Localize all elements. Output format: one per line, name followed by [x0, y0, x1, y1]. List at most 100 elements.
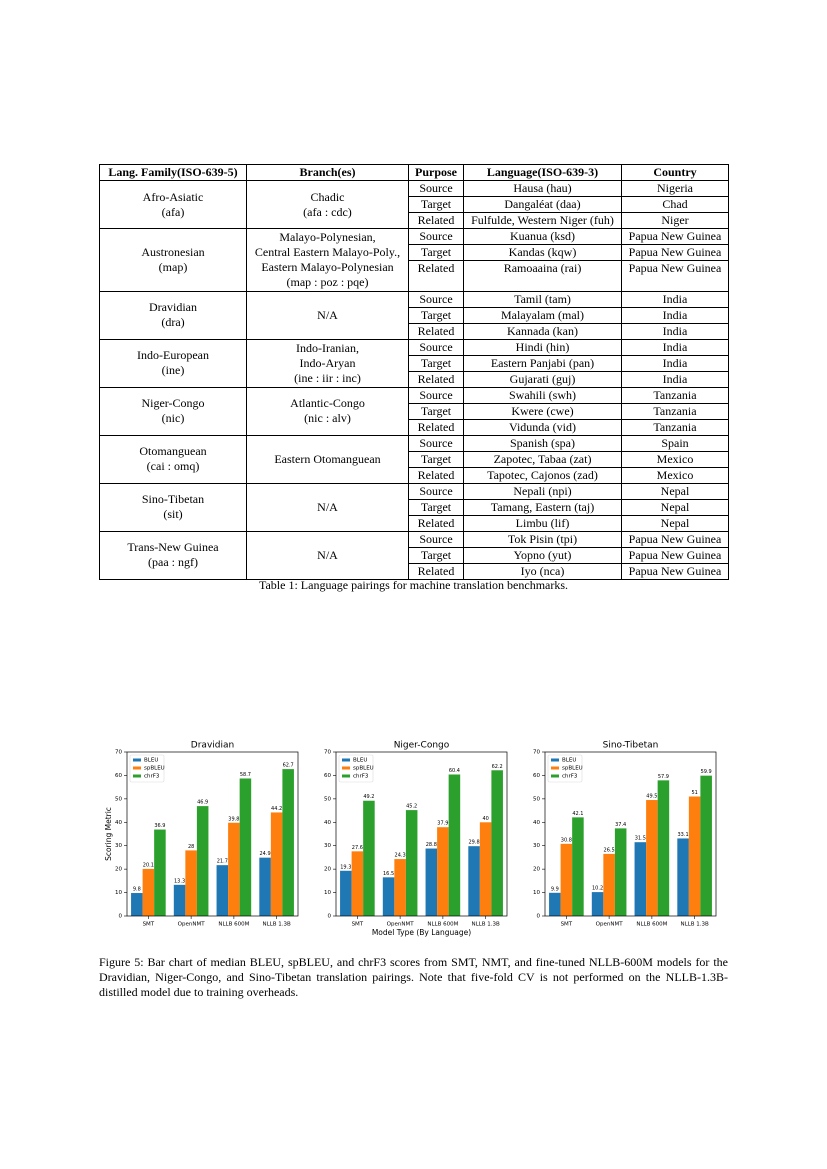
value-label: 44.2	[271, 806, 282, 812]
chart-title: Dravidian	[191, 741, 234, 751]
table-row: Target Zapotec, Tabaa (zat) Mexico	[100, 450, 729, 468]
plot-frame	[335, 751, 508, 917]
y-tick-label: 30	[115, 843, 122, 849]
legend-swatch	[342, 766, 350, 770]
value-label: 37.4	[615, 822, 626, 828]
branch-text: Eastern Otomanguean	[274, 451, 381, 466]
purpose-cell: Source	[408, 386, 464, 404]
value-label: 57.9	[658, 774, 669, 780]
column-header: Language(ISO-639-3)	[463, 164, 622, 181]
value-label: 26.5	[604, 847, 615, 853]
family-text: (cai : omq)	[146, 459, 200, 474]
x-tick-label: SMT	[561, 922, 573, 928]
value-label: 45.2	[406, 804, 417, 810]
purpose-cell: Target	[408, 244, 464, 261]
bar	[142, 868, 155, 916]
family-cell: Niger-Congo (nic)	[99, 386, 247, 436]
y-tick-label: 60	[533, 773, 540, 779]
legend-label: spBLEU	[562, 766, 583, 772]
country-cell: India	[621, 338, 729, 356]
value-label: 16.5	[383, 871, 394, 877]
value-label: 46.9	[197, 800, 208, 806]
x-tick-label: NLLB 600M	[636, 922, 667, 928]
table-row: Related Gujarati (guj) India	[100, 370, 729, 388]
bar	[382, 877, 395, 916]
bar	[448, 774, 461, 916]
branch-text: Atlantic-Congo	[290, 396, 365, 411]
purpose-cell: Source	[408, 290, 464, 308]
column-header: Lang. Family(ISO-639-5)	[99, 164, 247, 181]
y-tick-label: 50	[324, 796, 331, 802]
purpose-cell: Source	[408, 180, 464, 197]
chart-title: Sino-Tibetan	[603, 741, 659, 751]
legend-swatch	[551, 758, 559, 762]
country-cell: Nigeria	[621, 180, 729, 197]
purpose-cell: Related	[408, 466, 464, 484]
legend-label: chrF3	[144, 774, 160, 780]
legend-label: BLEU	[562, 758, 576, 764]
x-axis-label: Model Type (By Language)	[372, 928, 471, 937]
bar	[614, 828, 627, 916]
x-tick-label: NLLB 600M	[218, 922, 249, 928]
purpose-cell: Target	[408, 402, 464, 420]
bar	[131, 893, 143, 916]
country-cell: Papua New Guinea	[621, 546, 729, 564]
value-label: 13.3	[174, 878, 185, 884]
family-cell: Trans-New Guinea (paa : ngf)	[99, 530, 247, 580]
bar	[394, 859, 406, 916]
country-cell: India	[621, 306, 729, 324]
legend-swatch	[133, 766, 141, 770]
country-cell: Nepal	[621, 482, 729, 500]
legend-label: spBLEU	[144, 766, 165, 772]
language-cell: Nepali (npi)	[463, 482, 622, 500]
y-tick-label: 40	[115, 820, 122, 826]
legend-label: BLEU	[144, 758, 158, 764]
family-text: (ine)	[161, 363, 185, 378]
language-cell: Gujarati (guj)	[463, 370, 622, 388]
country-cell: Tanzania	[621, 386, 729, 404]
family-text: Indo-European	[137, 348, 209, 363]
table-row: Target Kwere (cwe) Tanzania	[100, 402, 729, 420]
y-tick-label: 10	[533, 890, 540, 896]
language-cell: Zapotec, Tabaa (zat)	[463, 450, 622, 468]
legend-label: spBLEU	[353, 766, 374, 772]
x-tick-label: NLLB 1.3B	[680, 922, 709, 928]
family-text: (paa : ngf)	[148, 555, 198, 570]
value-label: 20.1	[143, 862, 154, 868]
y-tick-label: 70	[115, 750, 122, 756]
plot-frame	[126, 751, 299, 917]
value-label: 24.9	[260, 851, 271, 857]
family-cell: Indo-European (ine)	[99, 338, 247, 388]
y-tick-label: 60	[324, 773, 331, 779]
language-cell: Fulfulde, Western Niger (fuh)	[463, 212, 622, 229]
family-text: (map)	[158, 259, 188, 274]
x-tick-label: OpenNMT	[387, 922, 415, 928]
bar	[239, 778, 252, 916]
table-row: Related Iyo (nca) Papua New Guinea	[100, 562, 729, 580]
bar	[560, 843, 573, 916]
x-tick-label: NLLB 1.3B	[262, 922, 291, 928]
language-cell: Tok Pisin (tpi)	[463, 530, 622, 548]
branch-text: Eastern Malayo-Polynesian	[261, 259, 394, 274]
y-tick-label: 40	[324, 820, 331, 826]
y-tick-label: 20	[115, 867, 122, 873]
value-label: 60.4	[449, 768, 460, 774]
family-text: (sit)	[163, 507, 183, 522]
family-text: Otomanguean	[139, 444, 207, 459]
purpose-cell: Related	[408, 322, 464, 340]
language-cell: Kuanua (ksd)	[463, 228, 622, 245]
x-tick-label: SMT	[352, 922, 364, 928]
branch-text: Malayo-Polynesian,	[279, 229, 376, 244]
country-cell: Papua New Guinea	[621, 244, 729, 261]
bar	[468, 846, 480, 916]
bar	[196, 806, 209, 916]
language-cell: Tamang, Eastern (taj)	[463, 498, 622, 516]
bar	[351, 851, 364, 916]
legend-label: chrF3	[353, 774, 369, 780]
bar	[363, 800, 375, 916]
table-row: Related Vidunda (vid) Tanzania	[100, 418, 729, 436]
country-cell: India	[621, 322, 729, 340]
bar	[700, 775, 712, 916]
language-cell: Yopno (yut)	[463, 546, 622, 564]
bar	[173, 884, 186, 916]
